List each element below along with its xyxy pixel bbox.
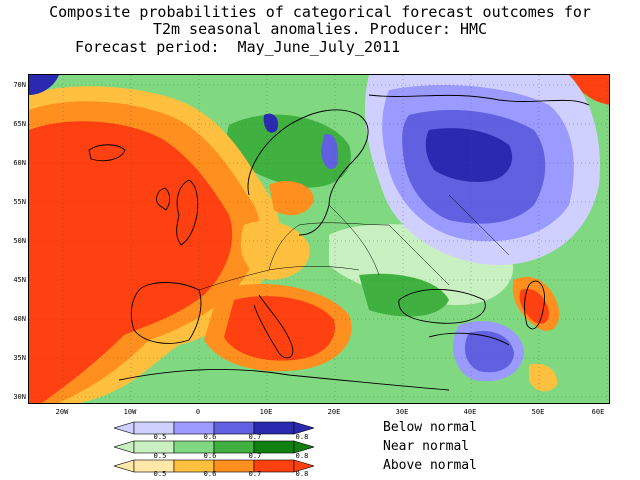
lon-label: 60E: [591, 408, 605, 416]
lon-label: 30E: [395, 408, 409, 416]
legend-swatch: [114, 440, 135, 454]
legend-tick: 0.6: [203, 470, 217, 478]
legend-bar-above-normal: [114, 459, 314, 473]
above-normal-region-northeast: [569, 75, 609, 105]
coastline-north-africa: [118, 369, 450, 391]
lat-label: 65N: [13, 120, 26, 128]
coastline-ireland: [156, 187, 171, 211]
legend-label-above-normal: Above normal: [383, 458, 477, 473]
coastline-iceland: [88, 144, 126, 162]
legend-tick: 0.6: [203, 433, 217, 441]
lon-label: 0: [195, 408, 201, 416]
coastline-black-sea: [398, 289, 486, 324]
lat-label: 50N: [13, 237, 26, 245]
probability-map: [28, 74, 610, 404]
legend-tick: 0.5: [153, 452, 167, 460]
coastline-britain: [176, 179, 199, 246]
legend-swatch: [293, 459, 314, 473]
lon-label: 50E: [531, 408, 545, 416]
country-borders: [198, 194, 510, 291]
lat-label: 45N: [13, 276, 26, 284]
lat-label: 30N: [13, 393, 26, 401]
lon-label: 10E: [259, 408, 273, 416]
legend-tick: 0.5: [153, 470, 167, 478]
legend-bar-near-normal: [114, 440, 314, 454]
lon-label: 20E: [327, 408, 341, 416]
map-title-line-1: Composite probabilities of categorical f…: [49, 3, 591, 21]
legend-bar-below-normal: [114, 421, 314, 435]
legend-swatch: [293, 440, 314, 454]
forecast-period-title: Forecast period: May_June_July_2011: [75, 38, 401, 56]
map-title-line-2: T2m seasonal anomalies. Producer: HMC: [152, 20, 488, 38]
lon-label: 40E: [463, 408, 477, 416]
legend-label-near-normal: Near normal: [383, 439, 470, 454]
above-normal-region-central-europe: [240, 221, 310, 280]
coastline-italy: [253, 294, 294, 359]
legend-swatch: [293, 421, 314, 435]
lon-label: 20W: [55, 408, 69, 416]
map-canvas: [29, 75, 609, 403]
legend-tick: 0.5: [153, 433, 167, 441]
lon-label: 10W: [123, 408, 137, 416]
above-normal-region-south: [529, 363, 558, 392]
coastline-caspian: [524, 280, 545, 330]
legend-tick: 0.8: [295, 433, 309, 441]
lat-label: 70N: [13, 81, 26, 89]
below-normal-region-baltic: [263, 113, 279, 133]
lat-label: 40N: [13, 315, 26, 323]
legend-swatch: [114, 459, 135, 473]
legend-tick: 0.7: [248, 433, 262, 441]
above-normal-region-atlantic: [29, 121, 233, 403]
near-normal-dark-region: [227, 114, 351, 188]
below-normal-region-northwest: [29, 75, 59, 95]
coastline-scandinavia: [247, 109, 369, 236]
legend-tick: 0.8: [295, 452, 309, 460]
coastline-arctic: [368, 94, 590, 106]
near-normal-dark-region: [359, 273, 449, 317]
below-normal-region-russia: [425, 128, 513, 182]
above-normal-region-scandinavia: [269, 180, 314, 216]
coastline-turkey: [428, 332, 510, 346]
lat-label: 35N: [13, 354, 26, 362]
legend-tick: 0.8: [295, 470, 309, 478]
legend-swatch: [114, 421, 135, 435]
legend-label-below-normal: Below normal: [383, 420, 477, 435]
graticule: [29, 75, 609, 403]
lat-label: 60N: [13, 159, 26, 167]
above-normal-region-italy: [224, 296, 335, 361]
legend-tick: 0.7: [248, 470, 262, 478]
below-normal-region-baltic: [321, 134, 339, 170]
legend-tick: 0.7: [248, 452, 262, 460]
coastline-iberia: [130, 282, 202, 344]
coastlines: [88, 94, 590, 391]
legend-tick: 0.6: [203, 452, 217, 460]
lat-label: 55N: [13, 198, 26, 206]
